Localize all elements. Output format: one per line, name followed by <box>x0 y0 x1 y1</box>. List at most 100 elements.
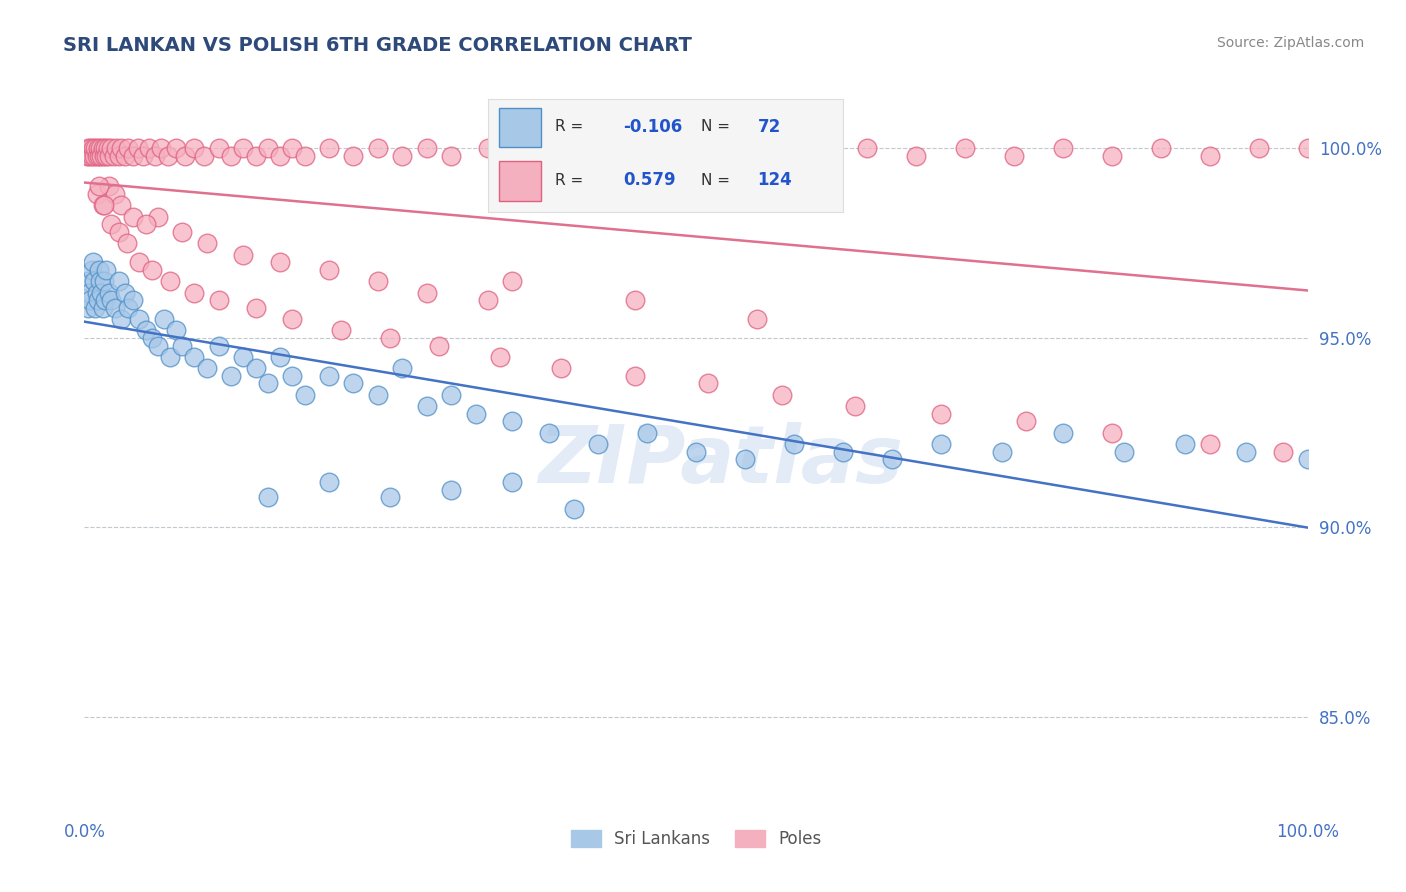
Point <box>281 368 304 383</box>
Point <box>624 368 647 383</box>
Point <box>1101 149 1123 163</box>
Point <box>128 255 150 269</box>
Point <box>880 452 903 467</box>
Point <box>87 179 110 194</box>
Point <box>141 331 163 345</box>
Point <box>232 141 254 155</box>
Point <box>77 285 100 300</box>
Point <box>661 141 683 155</box>
Point <box>110 198 132 212</box>
Point <box>245 361 267 376</box>
Point <box>87 141 110 155</box>
Point <box>1174 437 1197 451</box>
Point <box>76 149 98 163</box>
Point <box>87 262 110 277</box>
Point <box>269 350 291 364</box>
Point <box>257 141 280 155</box>
Point <box>502 414 524 428</box>
Text: ZIPatlas: ZIPatlas <box>538 422 903 500</box>
Point <box>114 149 136 163</box>
Point <box>440 483 463 497</box>
Point <box>416 285 439 300</box>
Point <box>477 141 499 155</box>
Point <box>172 225 194 239</box>
Point <box>380 490 402 504</box>
Point <box>83 274 105 288</box>
Point <box>208 338 231 352</box>
Point <box>219 368 242 383</box>
Point <box>97 141 120 155</box>
Point <box>84 301 107 315</box>
Point <box>208 293 231 307</box>
Point <box>107 149 129 163</box>
Point <box>1101 425 1123 440</box>
Point <box>269 255 291 269</box>
Point <box>146 338 169 352</box>
Point <box>104 186 127 201</box>
Point <box>502 475 524 489</box>
Point <box>586 437 609 451</box>
Point <box>80 262 103 277</box>
Point <box>624 293 647 307</box>
Point <box>122 149 145 163</box>
Point <box>1198 149 1220 163</box>
Point <box>104 301 127 315</box>
Point <box>79 293 101 307</box>
Point <box>122 293 145 307</box>
Point <box>281 312 304 326</box>
Point <box>195 236 218 251</box>
Point <box>953 141 976 155</box>
Point <box>84 141 107 155</box>
Point <box>114 285 136 300</box>
Point <box>770 388 793 402</box>
Point <box>1150 141 1173 155</box>
Point <box>562 141 585 155</box>
Point <box>107 274 129 288</box>
Point <box>86 186 108 201</box>
Point <box>1015 414 1038 428</box>
Point <box>391 361 413 376</box>
Point <box>100 141 122 155</box>
Point <box>416 399 439 413</box>
Point <box>1052 141 1074 155</box>
Point <box>367 141 389 155</box>
Point <box>94 141 117 155</box>
Text: Source: ZipAtlas.com: Source: ZipAtlas.com <box>1216 36 1364 50</box>
Point <box>636 425 658 440</box>
Point <box>77 149 100 163</box>
Point <box>141 262 163 277</box>
Point <box>464 407 486 421</box>
Point <box>97 179 120 194</box>
Point <box>115 236 138 251</box>
Point <box>96 149 118 163</box>
Point <box>269 149 291 163</box>
Point <box>489 350 512 364</box>
Point <box>100 217 122 231</box>
Point <box>318 262 340 277</box>
Point <box>612 149 634 163</box>
Point <box>77 301 100 315</box>
Point <box>82 255 104 269</box>
Point <box>318 475 340 489</box>
Point <box>391 149 413 163</box>
Point <box>135 217 157 231</box>
Point <box>90 149 112 163</box>
Point <box>110 312 132 326</box>
Point <box>1198 437 1220 451</box>
Point <box>76 274 98 288</box>
Point <box>342 376 364 391</box>
Point <box>117 301 139 315</box>
Point <box>1236 444 1258 458</box>
Point <box>1247 141 1270 155</box>
Point <box>232 247 254 261</box>
Point <box>172 338 194 352</box>
Point <box>513 149 536 163</box>
Point <box>416 141 439 155</box>
Point <box>138 141 160 155</box>
Point <box>93 198 115 212</box>
Point <box>1052 425 1074 440</box>
Point <box>844 399 866 413</box>
Point <box>758 141 780 155</box>
Point <box>183 285 205 300</box>
Point <box>1114 444 1136 458</box>
